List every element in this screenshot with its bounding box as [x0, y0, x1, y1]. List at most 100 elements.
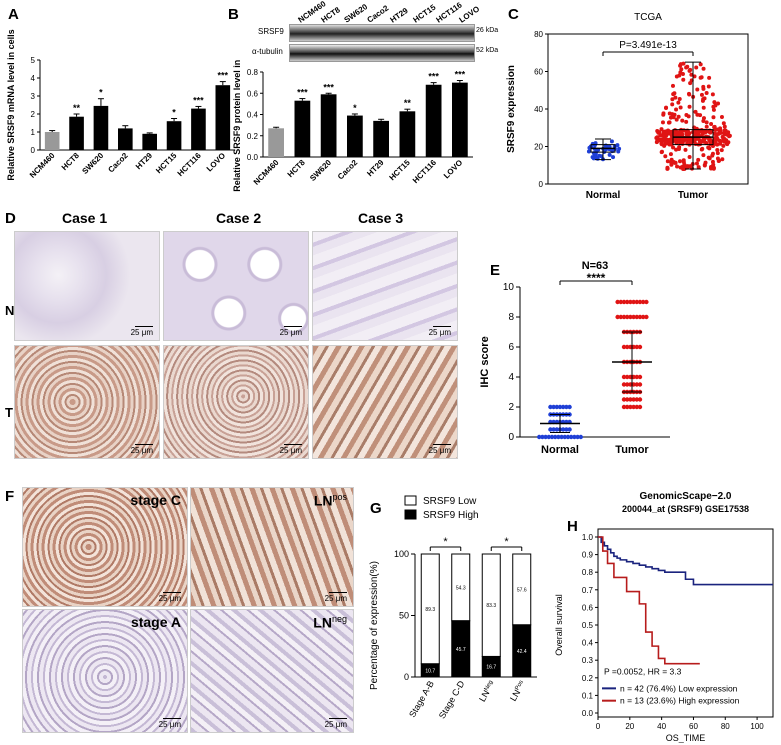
data-point: [704, 120, 709, 125]
data-point: [609, 139, 614, 144]
data-point: [723, 128, 728, 133]
ihc-stage-c: stage C 25 μm: [22, 487, 188, 607]
bar: [347, 115, 363, 157]
data-point: [694, 161, 699, 166]
bar: [425, 84, 442, 157]
data-point: [710, 159, 715, 164]
data-point: [621, 344, 627, 350]
data-point: [618, 314, 623, 320]
data-point: [712, 125, 717, 130]
scalebar: [284, 325, 302, 327]
data-point: [671, 145, 676, 150]
significance-stars: ***: [455, 70, 466, 80]
data-point: [660, 149, 665, 154]
bar: [268, 128, 284, 157]
data-point: [693, 141, 698, 146]
ln-neg-label: LNneg: [313, 614, 347, 631]
x-tick-label: Caco2: [106, 151, 130, 175]
y-tick-label: 0.0: [582, 709, 594, 718]
chart-title: N=63: [582, 260, 609, 272]
data-point: [644, 314, 649, 320]
scalebar-label: 25 μm: [158, 720, 181, 729]
y-axis-label: IHC score: [479, 336, 491, 387]
data-point: [710, 92, 715, 97]
x-tick-label: HCT8: [60, 151, 82, 173]
data-point: [677, 97, 682, 102]
data-point: [625, 374, 630, 380]
data-point: [564, 404, 569, 410]
data-point: [618, 299, 623, 305]
bar: [166, 121, 182, 150]
data-point: [676, 114, 681, 119]
data-point: [698, 140, 703, 145]
y-axis-label: Overall survival: [554, 594, 564, 656]
data-point: [562, 434, 567, 440]
data-point: [689, 72, 694, 77]
x-tick-label: SW620: [308, 158, 333, 183]
x-tick-label: SW620: [80, 151, 105, 176]
data-point: [659, 141, 664, 146]
ln-neg-sup: neg: [331, 614, 347, 624]
data-point: [719, 148, 724, 153]
data-point: [671, 160, 676, 165]
panel-e-chart: 0 2 4 6 8 10 N=63**** Normal Tumor IHC score: [479, 260, 670, 456]
y-axis-label: SRSF9 expression: [506, 65, 517, 153]
data-point: [684, 119, 689, 124]
scalebar: [433, 443, 451, 445]
scalebar: [163, 717, 181, 719]
data-point: [559, 434, 564, 440]
data-point: [718, 141, 723, 146]
data-point: [695, 87, 700, 92]
panel-b-letter: B: [228, 6, 239, 23]
scalebar-label: 25 μm: [324, 594, 347, 603]
panel-d-letter: D: [5, 210, 16, 227]
data-point: [670, 83, 675, 88]
data-point: [720, 138, 725, 143]
lane-label: HCT15: [411, 2, 437, 24]
ihc-case3-tumor: 25 μm: [312, 345, 458, 459]
data-point: [637, 299, 643, 305]
data-point: [621, 314, 627, 320]
data-point: [672, 91, 677, 96]
data-point: [708, 137, 713, 142]
data-point: [634, 397, 639, 402]
y-tick-label: 0.3: [582, 656, 594, 665]
scalebar: [433, 325, 451, 327]
data-point: [700, 146, 705, 151]
data-point: [637, 404, 643, 410]
x-tick-superscript: Neg: [484, 680, 495, 693]
data-point: [682, 164, 687, 169]
data-point: [696, 165, 701, 170]
data-point: [673, 95, 678, 100]
x-tick-label: LNPos: [508, 679, 528, 703]
data-point: [701, 66, 706, 71]
significance-stars: ***: [193, 95, 204, 105]
data-point: [661, 111, 666, 116]
x-tick-label: LOVO: [205, 151, 227, 173]
x-tick-label: HCT15: [388, 158, 413, 183]
data-point: [634, 374, 639, 380]
ln-pos-text: LN: [313, 492, 333, 509]
data-point: [561, 404, 566, 410]
bar: [294, 100, 311, 157]
data-point: [621, 374, 627, 380]
y-tick-label: 0: [404, 672, 409, 682]
data-point: [628, 397, 633, 402]
data-point: [717, 138, 722, 143]
data-point: [680, 118, 685, 123]
data-point: [684, 65, 689, 70]
data-point: [711, 115, 716, 120]
data-point: [707, 75, 712, 80]
data-point: [634, 344, 639, 350]
y-tick-label: 50: [399, 611, 409, 621]
x-tick-label: 80: [721, 722, 730, 731]
ihc-case3-normal: 25 μm: [312, 231, 458, 341]
data-point: [701, 105, 706, 110]
bar: [118, 128, 133, 150]
x-tick-superscript: Pos: [515, 680, 525, 692]
data-point: [628, 374, 633, 380]
y-tick-label: 0: [539, 180, 544, 189]
data-point: [665, 165, 670, 170]
data-point: [621, 299, 627, 305]
